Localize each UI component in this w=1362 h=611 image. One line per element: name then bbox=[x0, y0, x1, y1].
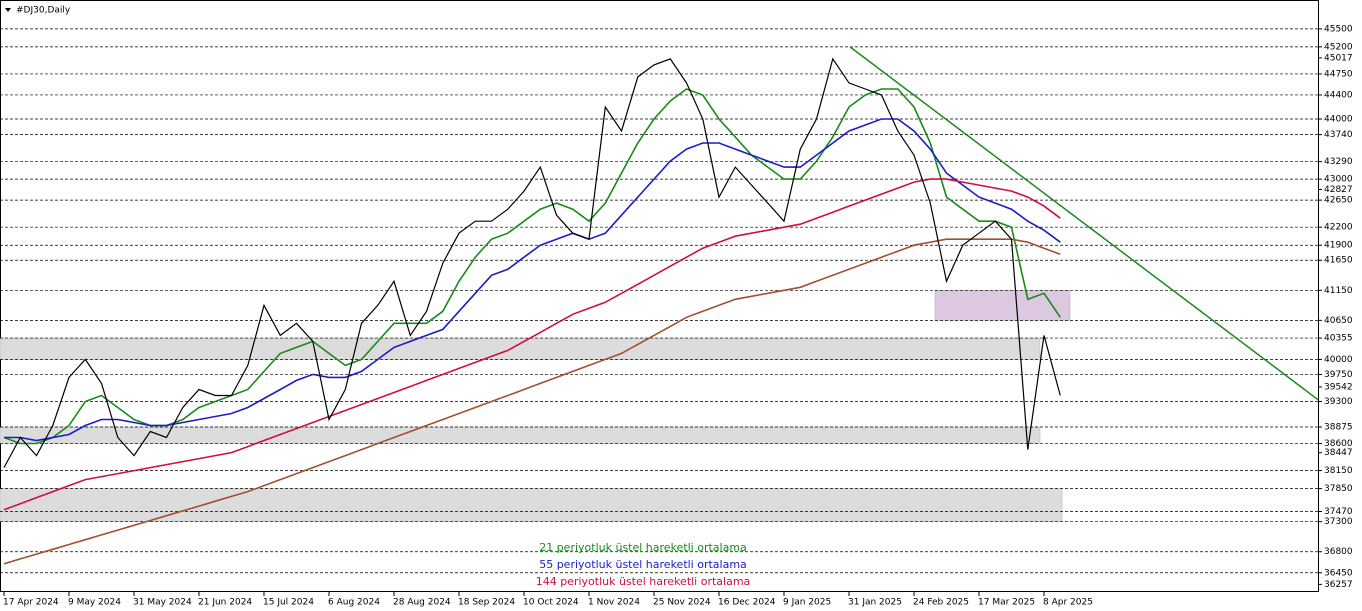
chart-title: #DJ30,Daily bbox=[16, 6, 71, 16]
y-tick-label: 36450 bbox=[1324, 568, 1353, 578]
y-tick-label: 36800 bbox=[1324, 547, 1353, 557]
y-tick-label: 40000 bbox=[1324, 355, 1353, 365]
price-line bbox=[3, 57, 1061, 468]
ema-line bbox=[3, 88, 1061, 445]
y-tick-label: 36257 bbox=[1324, 580, 1353, 590]
x-tick-label: 25 Nov 2024 bbox=[653, 598, 711, 608]
y-tick-label: 41150 bbox=[1324, 286, 1353, 296]
y-tick-label: 44400 bbox=[1324, 90, 1353, 100]
y-tick-label: 38875 bbox=[1324, 423, 1353, 433]
y-tick-label: 38600 bbox=[1324, 439, 1353, 449]
trendline bbox=[849, 46, 1319, 401]
y-tick-label: 40355 bbox=[1324, 334, 1353, 344]
y-tick-label: 43290 bbox=[1324, 157, 1353, 167]
y-tick-label: 37300 bbox=[1324, 517, 1353, 527]
x-tick-label: 15 Jul 2024 bbox=[263, 598, 314, 608]
y-tick-label: 42650 bbox=[1324, 196, 1353, 206]
x-tick-label: 9 May 2024 bbox=[68, 598, 121, 608]
x-tick-label: 10 Oct 2024 bbox=[523, 598, 579, 608]
y-tick-label: 44000 bbox=[1324, 115, 1353, 125]
x-tick-label: 1 Nov 2024 bbox=[588, 598, 640, 608]
legend-entry: 55 periyotluk üstel hareketli ortalama bbox=[539, 558, 747, 571]
y-tick-label: 43000 bbox=[1324, 175, 1353, 185]
y-tick-label: 37470 bbox=[1324, 507, 1353, 517]
y-tick-label: 43740 bbox=[1324, 130, 1353, 140]
ema-line bbox=[3, 178, 1061, 511]
y-tick-label: 40650 bbox=[1324, 316, 1353, 326]
zone bbox=[0, 337, 1041, 360]
x-tick-label: 31 Jan 2025 bbox=[848, 598, 902, 608]
y-tick-label: 42200 bbox=[1324, 223, 1353, 233]
x-tick-label: 17 Mar 2025 bbox=[978, 598, 1035, 608]
x-tick-label: 24 Feb 2025 bbox=[913, 598, 969, 608]
x-tick-label: 17 Apr 2024 bbox=[3, 598, 59, 608]
legend-entry: 144 periyotluk üstel hareketli ortalama bbox=[536, 575, 751, 588]
x-tick-label: 6 Aug 2024 bbox=[328, 598, 380, 608]
y-tick-label: 39300 bbox=[1324, 397, 1353, 407]
x-tick-label: 16 Dec 2024 bbox=[718, 598, 776, 608]
zone bbox=[0, 426, 1041, 444]
x-tick-label: 31 May 2024 bbox=[133, 598, 192, 608]
zone bbox=[0, 488, 1063, 522]
y-tick-label: 41900 bbox=[1324, 241, 1353, 251]
y-tick-label: 39750 bbox=[1324, 370, 1353, 380]
y-tick-label: 45500 bbox=[1324, 24, 1353, 34]
x-tick-label: 18 Sep 2024 bbox=[458, 598, 515, 608]
x-tick-label: 8 Apr 2025 bbox=[1043, 598, 1093, 608]
y-tick-label: 45200 bbox=[1324, 42, 1353, 52]
y-tick-label: 38447 bbox=[1324, 448, 1353, 458]
ema-line bbox=[4, 118, 1061, 442]
y-tick-label: 39542 bbox=[1324, 382, 1353, 392]
x-tick-label: 28 Aug 2024 bbox=[393, 598, 451, 608]
zone bbox=[934, 290, 1071, 321]
menu-arrow[interactable] bbox=[5, 8, 11, 12]
y-tick-label: 37850 bbox=[1324, 484, 1353, 494]
y-tick-label: 44750 bbox=[1324, 69, 1353, 79]
y-tick-label: 42827 bbox=[1324, 185, 1353, 195]
y-tick-label: 38150 bbox=[1324, 466, 1353, 476]
x-tick-label: 21 Jun 2024 bbox=[198, 598, 252, 608]
y-tick-label: 41650 bbox=[1324, 256, 1353, 266]
ema-line bbox=[3, 238, 1061, 565]
legend-entry: 21 periyotluk üstel hareketli ortalama bbox=[539, 541, 747, 554]
y-tick-label: 45017 bbox=[1324, 53, 1353, 63]
x-tick-label: 9 Jan 2025 bbox=[783, 598, 831, 608]
